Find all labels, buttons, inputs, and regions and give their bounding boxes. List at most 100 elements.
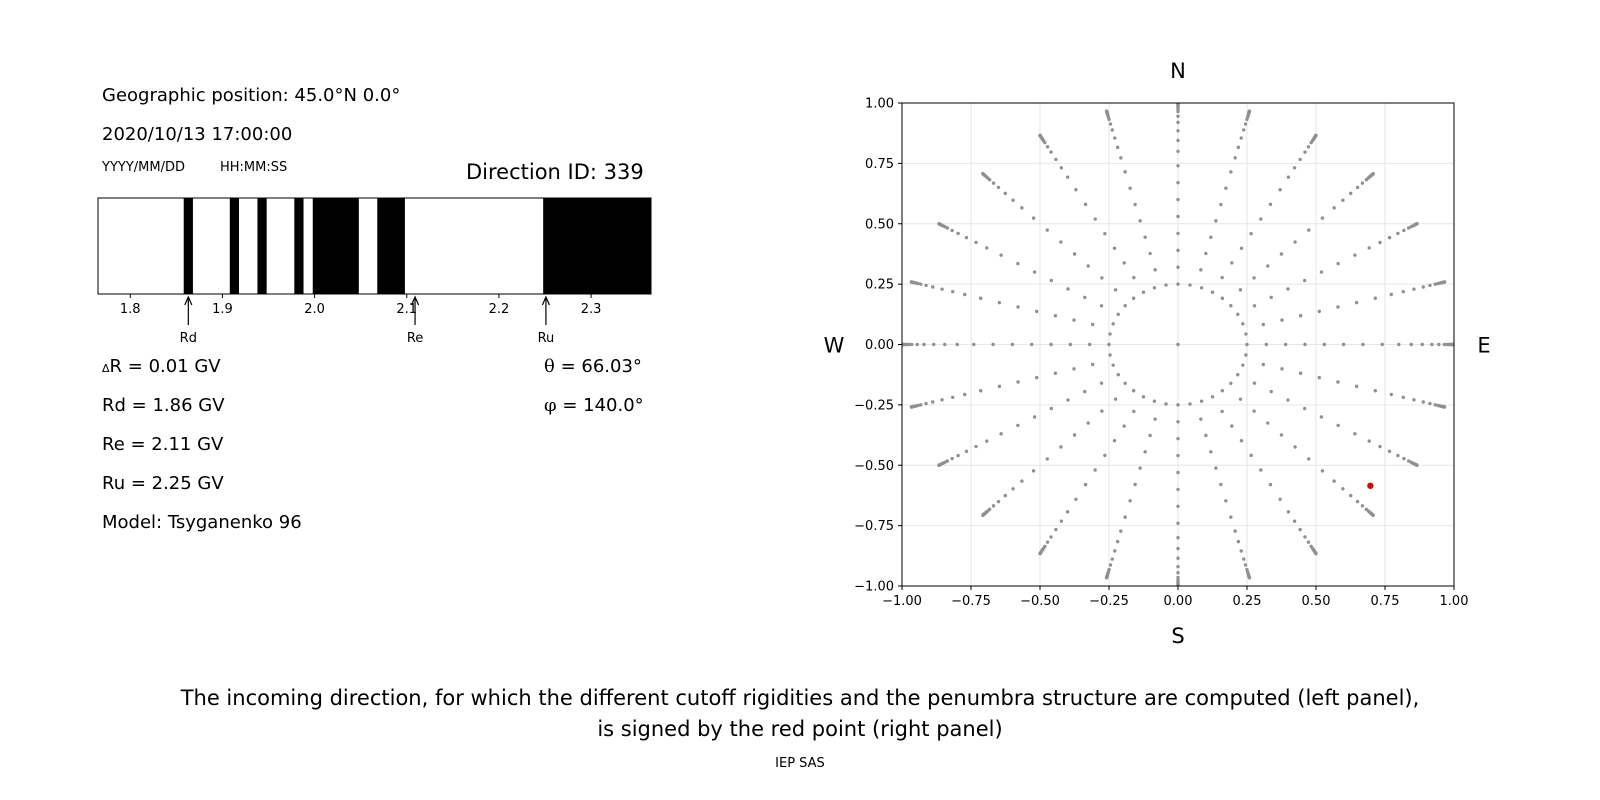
grid-point	[1415, 222, 1419, 226]
forbidden-band	[183, 198, 193, 294]
y-tick-label: 0.00	[865, 338, 894, 353]
grid-point	[1245, 342, 1249, 347]
grid-point	[997, 384, 1002, 389]
grid-point	[1072, 252, 1077, 256]
grid-point	[1011, 487, 1015, 491]
grid-point	[1072, 318, 1076, 322]
grid-point	[1099, 381, 1104, 385]
grid-point	[932, 342, 936, 347]
grid-point	[1269, 389, 1273, 394]
grid-point	[1286, 510, 1291, 514]
grid-point	[931, 400, 935, 404]
grid-point	[1016, 305, 1020, 309]
grid-point	[1123, 381, 1127, 386]
grid-point	[1176, 571, 1180, 575]
grid-point	[937, 463, 941, 467]
marker-arrow-head	[411, 295, 420, 306]
grid-point	[1243, 122, 1248, 126]
grid-point	[1110, 557, 1114, 561]
x-tick-label: 2.2	[489, 302, 510, 317]
grid-point	[1176, 120, 1180, 125]
grid-point	[1442, 280, 1447, 284]
y-tick-label: −0.50	[854, 459, 894, 474]
grid-point	[1314, 133, 1318, 138]
grid-point	[1188, 283, 1192, 287]
grid-point	[1086, 264, 1090, 268]
grid-point	[1111, 322, 1115, 326]
grid-point	[1236, 539, 1241, 544]
grid-point	[1204, 433, 1208, 438]
compass-north: N	[1170, 59, 1186, 83]
y-tick-label: 0.50	[865, 217, 894, 232]
grid-point	[1108, 332, 1112, 336]
grid-point	[1280, 367, 1284, 371]
grid-point	[1045, 145, 1050, 149]
grid-point	[1176, 403, 1180, 407]
x-tick-label: 1.9	[212, 302, 233, 317]
grid-point	[1336, 423, 1340, 428]
grid-point	[1322, 342, 1326, 347]
grid-point	[1396, 453, 1400, 458]
grid-point	[1360, 504, 1365, 508]
grid-point	[1210, 290, 1215, 294]
grid-point	[1209, 235, 1213, 239]
grid-point	[1131, 389, 1136, 393]
grid-point	[1049, 535, 1053, 539]
grid-point	[1279, 433, 1284, 437]
grid-point	[1341, 342, 1346, 347]
grid-point	[1241, 322, 1245, 326]
grid-point	[1188, 402, 1192, 406]
grid-point	[1115, 145, 1120, 150]
forbidden-band	[377, 198, 405, 294]
grid-point	[1401, 289, 1405, 294]
grid-point	[1220, 409, 1224, 414]
grid-point	[1396, 231, 1400, 236]
grid-point	[991, 504, 996, 508]
x-tick-label: 0.00	[1164, 594, 1193, 609]
date-format: YYYY/MM/DD	[102, 160, 185, 175]
grid-point	[1219, 202, 1223, 207]
grid-point	[919, 403, 923, 407]
grid-point	[940, 398, 944, 402]
marker-label: Re	[407, 331, 423, 346]
grid-point	[1286, 175, 1291, 179]
grid-point	[1293, 240, 1297, 244]
grid-point	[1239, 136, 1243, 140]
grid-point	[1224, 499, 1228, 503]
grid-point	[1045, 457, 1049, 461]
grid-point	[1059, 166, 1064, 170]
grid-point	[1112, 246, 1117, 250]
grid-point	[1302, 406, 1307, 411]
forbidden-band	[257, 198, 267, 294]
y-tick-label: −1.00	[854, 580, 894, 595]
x-tick-label: 1.8	[120, 302, 141, 317]
phi-text: = 140.0°	[556, 395, 644, 416]
grid-point	[974, 240, 978, 245]
grid-point	[999, 253, 1003, 257]
grid-point	[1083, 295, 1087, 300]
grid-point	[1430, 342, 1434, 347]
y-tick-label: −0.75	[854, 519, 894, 534]
caption-line-1: The incoming direction, for which the di…	[180, 686, 1420, 710]
grid-point	[1176, 453, 1180, 458]
grid-point	[1164, 283, 1168, 287]
grid-point	[951, 395, 955, 400]
grid-point	[1236, 372, 1240, 377]
grid-point	[1317, 309, 1321, 314]
grid-points	[902, 103, 1454, 586]
theta-value: θ = 66.03°	[544, 356, 642, 377]
grid-point	[1074, 497, 1078, 501]
grid-point	[1266, 421, 1270, 425]
grid-point	[1143, 235, 1147, 239]
grid-point	[1176, 420, 1180, 424]
forbidden-band	[312, 198, 359, 294]
grid-point	[1292, 166, 1297, 170]
grid-point	[1113, 136, 1117, 140]
grid-point	[1072, 367, 1076, 371]
grid-point	[1298, 527, 1302, 532]
direction-chart: −1.00 −0.75 −0.50 −0.25 0.00 0.25 0.50 0.75 1.00…	[824, 59, 1491, 648]
grid-point	[1100, 409, 1104, 413]
grid-point	[985, 439, 989, 443]
grid-point	[1412, 287, 1416, 291]
grid-point	[1176, 575, 1180, 580]
